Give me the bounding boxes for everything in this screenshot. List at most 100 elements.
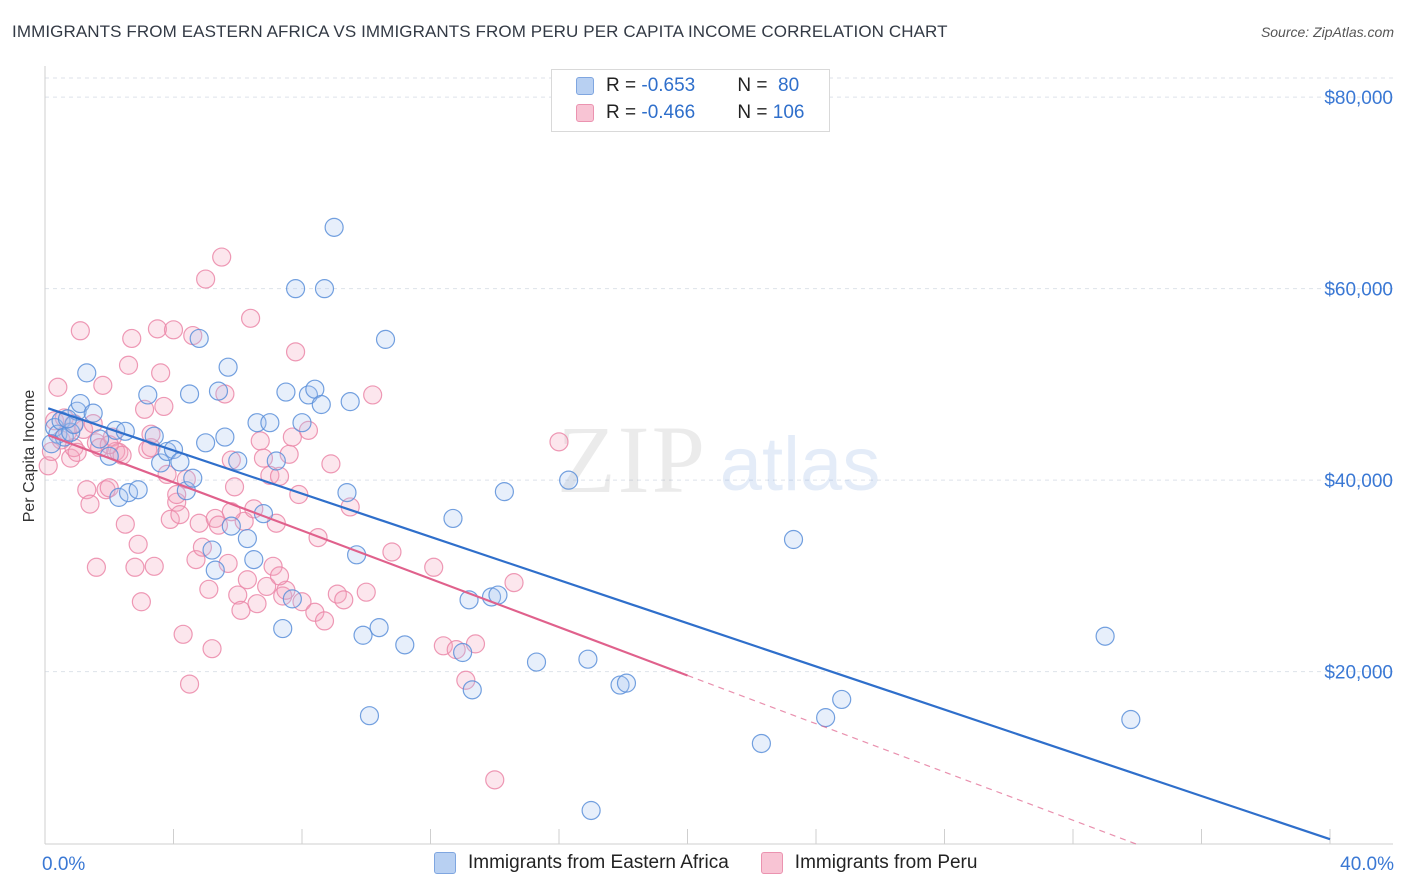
eastern-africa-point — [462, 680, 482, 700]
eastern-africa-point — [179, 384, 200, 404]
peru-point — [212, 247, 232, 267]
eastern-africa-point — [832, 689, 852, 710]
peru-point — [163, 320, 184, 340]
peru-point — [241, 308, 261, 328]
legend-swatch-pink — [576, 104, 594, 122]
y-tick-label: $80,000 — [1324, 88, 1393, 109]
eastern-africa-point — [1121, 709, 1141, 730]
peru-point — [263, 556, 283, 576]
peru-point — [38, 456, 58, 476]
eastern-africa-point — [83, 403, 103, 423]
eastern-africa-point — [337, 482, 357, 503]
peru-point — [154, 396, 174, 417]
eastern-africa-point — [453, 642, 473, 663]
y-tick-label: $40,000 — [1324, 471, 1393, 492]
peru-point — [151, 363, 171, 383]
eastern-africa-point — [314, 279, 335, 299]
eastern-africa-point — [215, 427, 235, 447]
eastern-africa-point — [218, 357, 238, 377]
eastern-africa-point — [616, 673, 637, 693]
watermark: ZIP atlas — [557, 406, 880, 513]
peru-point — [549, 432, 569, 452]
peru-point — [199, 579, 219, 599]
eastern-africa-point — [151, 453, 171, 473]
peru-point — [186, 550, 206, 570]
peru-point — [147, 319, 168, 339]
eastern-africa-point — [109, 487, 129, 507]
peru-point — [122, 328, 142, 349]
peru-point — [134, 399, 155, 419]
eastern-africa-point — [266, 451, 286, 471]
tick-labels: $20,000 $40,000 $60,000 $80,000 0.0% 40.0% — [42, 88, 1394, 875]
eastern-africa-point — [816, 708, 836, 728]
eastern-africa-point — [311, 394, 331, 415]
peru-point — [125, 557, 145, 577]
peru-point — [228, 585, 248, 605]
peru-point — [118, 355, 139, 375]
peru-point — [298, 420, 319, 440]
legend-swatch-blue — [434, 852, 456, 874]
peru-point — [93, 375, 113, 395]
eastern-africa-point — [751, 733, 771, 754]
eastern-africa-point — [1095, 626, 1115, 646]
eastern-africa-point — [237, 528, 257, 549]
stats-legend: R = -0.653 N = 80 R = -0.466 N = 106 — [551, 69, 830, 132]
legend-n-value: 80 — [772, 75, 800, 96]
eastern-africa-point — [183, 468, 203, 488]
legend-swatch-blue — [576, 77, 594, 95]
peru-point — [456, 670, 476, 690]
peru-point — [382, 542, 402, 562]
trend-lines — [47, 407, 1331, 845]
eastern-africa-point — [359, 706, 380, 726]
peru-point — [86, 557, 107, 577]
watermark-zip: ZIP — [557, 406, 707, 513]
eastern-africa-point — [324, 217, 344, 237]
eastern-africa-point — [526, 652, 547, 672]
eastern-africa-point — [189, 328, 209, 349]
peru-point — [144, 556, 164, 576]
eastern-africa-point — [494, 482, 514, 502]
peru-point — [167, 484, 187, 505]
y-tick-label: $60,000 — [1324, 280, 1393, 301]
peru-point — [433, 636, 453, 656]
peru-point — [424, 557, 444, 577]
eastern-africa-point — [276, 382, 296, 402]
peru-points — [38, 247, 569, 790]
legend-item-peru[interactable]: Immigrants from Peru — [760, 852, 977, 874]
peru-point — [48, 377, 68, 397]
legend-n-label: N = — [737, 75, 773, 96]
peru-point — [77, 480, 97, 500]
eastern-africa-point — [443, 508, 463, 529]
peru-point — [170, 505, 190, 525]
peru-point — [321, 454, 341, 474]
peru-point — [80, 494, 100, 514]
eastern-africa-point — [578, 649, 598, 669]
peru-point — [141, 437, 161, 458]
peru-trend-extension — [687, 674, 1137, 845]
eastern-africa-point — [285, 279, 306, 299]
eastern-africa-point — [138, 385, 158, 405]
legend-r-value: -0.466 — [641, 102, 696, 123]
eastern-africa-point — [196, 433, 216, 453]
peru-point — [282, 427, 302, 447]
eastern-africa-point — [244, 550, 264, 570]
series-legend: Immigrants from Eastern Africa Immigrant… — [434, 852, 1009, 874]
peru-trend-line — [47, 434, 688, 677]
peru-point — [224, 477, 245, 497]
peru-point — [173, 624, 193, 644]
peru-point — [128, 534, 148, 554]
axes — [44, 66, 1393, 845]
peru-point — [334, 590, 354, 610]
eastern-africa-point — [292, 413, 312, 433]
eastern-africa-point — [202, 540, 222, 560]
peru-point — [237, 570, 257, 590]
legend-row-peru: R = -0.466 N = 106 — [576, 101, 804, 125]
peru-point — [247, 594, 267, 614]
legend-swatch-pink — [760, 852, 783, 874]
peru-point — [285, 342, 306, 362]
peru-point — [115, 514, 135, 534]
legend-item-eastern-africa[interactable]: Immigrants from Eastern Africa — [434, 852, 729, 874]
peru-point — [314, 611, 335, 631]
source-credit: Source: ZipAtlas.com — [1260, 24, 1394, 40]
